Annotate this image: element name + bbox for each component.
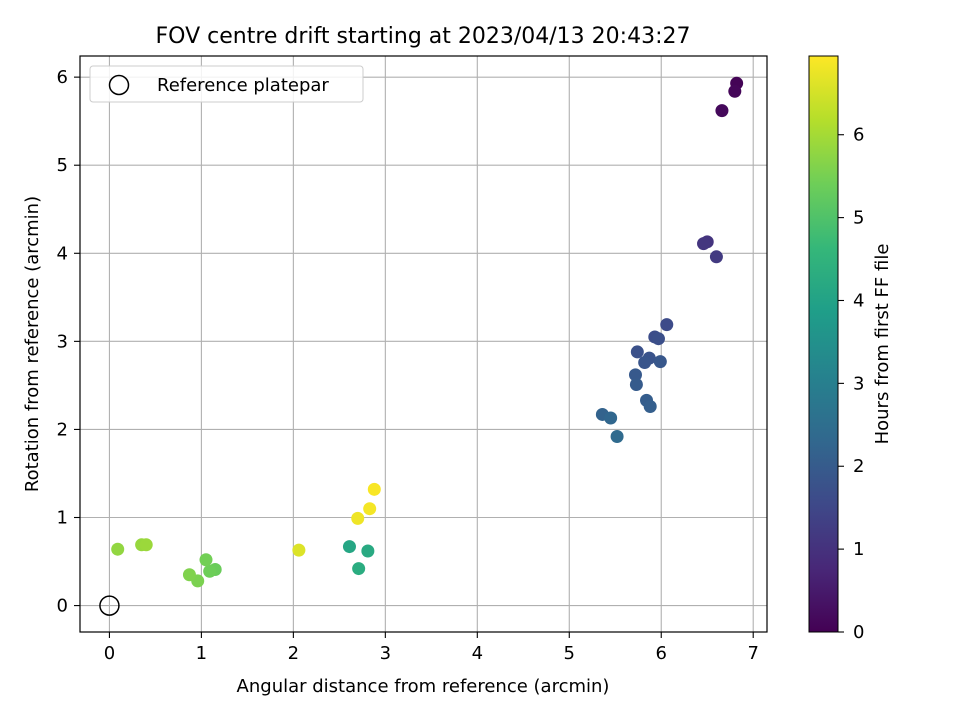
data-point xyxy=(629,378,643,392)
reference-marker xyxy=(99,595,120,616)
x-tick-label: 7 xyxy=(747,643,758,664)
y-axis-ticks: 0 1 2 3 4 5 6 xyxy=(57,67,80,617)
legend-box xyxy=(89,65,364,103)
colorbar-tick-label: 5 xyxy=(853,208,864,229)
data-point xyxy=(709,250,723,264)
data-point xyxy=(697,237,711,251)
colorbar-tick-label: 6 xyxy=(853,125,864,146)
x-tick-label: 4 xyxy=(472,643,483,664)
data-point xyxy=(630,345,644,359)
data-point xyxy=(367,482,381,496)
y-tick-label: 3 xyxy=(57,331,68,352)
legend: Reference platepar xyxy=(89,65,364,103)
data-point xyxy=(643,400,657,414)
data-point xyxy=(352,562,366,576)
y-tick-label: 4 xyxy=(57,243,68,264)
data-point xyxy=(361,544,375,558)
data-point xyxy=(651,332,665,346)
plot-frame xyxy=(79,55,768,633)
y-tick-label: 5 xyxy=(57,155,68,176)
grid xyxy=(80,56,767,632)
x-axis-ticks: 0 1 2 3 4 5 6 7 xyxy=(104,632,759,664)
x-tick-label: 1 xyxy=(196,643,207,664)
y-tick-label: 1 xyxy=(57,508,68,529)
colorbar-tick-label: 2 xyxy=(853,456,864,477)
x-tick-label: 6 xyxy=(656,643,667,664)
data-point xyxy=(139,538,153,552)
data-point xyxy=(610,429,624,443)
data-point xyxy=(604,411,618,425)
colorbar-tick-label: 1 xyxy=(853,539,864,560)
x-tick-label: 2 xyxy=(288,643,299,664)
colorbar-tick-label: 4 xyxy=(853,290,864,311)
x-tick-label: 3 xyxy=(380,643,391,664)
colorbar-label: Hours from first FF file xyxy=(872,244,893,445)
colorbar: 0 1 2 3 4 5 6 Hours from first FF file xyxy=(808,55,893,643)
colorbar-gradient xyxy=(808,55,839,633)
data-point xyxy=(182,568,196,582)
legend-reference-marker xyxy=(108,74,130,96)
data-point xyxy=(351,511,365,525)
data-point xyxy=(199,553,213,567)
data-point xyxy=(342,540,356,554)
y-tick-label: 6 xyxy=(57,67,68,88)
data-point xyxy=(628,368,642,382)
y-axis-label: Rotation from reference (arcmin) xyxy=(22,196,43,492)
data-point xyxy=(660,318,674,332)
y-tick-label: 0 xyxy=(57,596,68,617)
colorbar-tick-label: 3 xyxy=(853,373,864,394)
x-tick-label: 5 xyxy=(564,643,575,664)
chart-title: FOV centre drift starting at 2023/04/13 … xyxy=(156,24,691,49)
x-tick-label: 0 xyxy=(104,643,115,664)
colorbar-tick-label: 0 xyxy=(853,622,864,643)
data-point xyxy=(203,564,217,578)
data-point xyxy=(653,355,667,369)
x-axis-label: Angular distance from reference (arcmin) xyxy=(237,676,610,697)
y-tick-label: 2 xyxy=(57,419,68,440)
data-point xyxy=(292,543,306,557)
reference-point xyxy=(99,595,120,616)
data-point xyxy=(728,84,742,98)
data-point xyxy=(111,542,125,556)
data-point xyxy=(638,355,652,369)
colorbar-ticks: 0 1 2 3 4 5 6 xyxy=(838,125,864,643)
data-point xyxy=(715,104,729,118)
legend-entry-reference: Reference platepar xyxy=(157,75,329,96)
data-points xyxy=(111,76,744,588)
data-point xyxy=(363,502,377,516)
